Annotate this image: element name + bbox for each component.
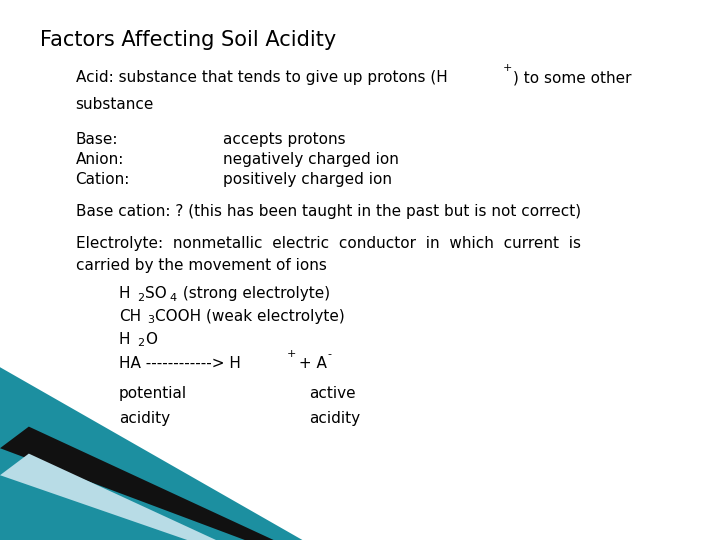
- Text: + A: + A: [294, 356, 328, 372]
- Text: Acid: substance that tends to give up protons (H: Acid: substance that tends to give up pr…: [76, 70, 447, 85]
- Text: 3: 3: [147, 315, 154, 326]
- Text: active: active: [310, 386, 356, 401]
- Text: O: O: [145, 332, 158, 347]
- Text: Electrolyte:  nonmetallic  electric  conductor  in  which  current  is: Electrolyte: nonmetallic electric conduc…: [76, 236, 580, 251]
- Text: acidity: acidity: [119, 411, 170, 427]
- Text: HA ------------> H: HA ------------> H: [119, 356, 240, 372]
- Text: H: H: [119, 286, 130, 301]
- Text: positively charged ion: positively charged ion: [223, 172, 392, 187]
- Text: Base cation: ? (this has been taught in the past but is not correct): Base cation: ? (this has been taught in …: [76, 204, 581, 219]
- Text: carried by the movement of ions: carried by the movement of ions: [76, 258, 326, 273]
- Text: ) to some other: ) to some other: [513, 70, 632, 85]
- Text: acidity: acidity: [310, 411, 361, 427]
- Text: Anion:: Anion:: [76, 152, 124, 167]
- Text: H: H: [119, 332, 130, 347]
- Polygon shape: [0, 427, 274, 540]
- Text: Factors Affecting Soil Acidity: Factors Affecting Soil Acidity: [40, 30, 336, 50]
- Polygon shape: [0, 454, 216, 540]
- Text: accepts protons: accepts protons: [223, 132, 346, 147]
- Text: 2: 2: [138, 293, 145, 303]
- Polygon shape: [0, 367, 302, 540]
- Text: +: +: [287, 349, 296, 360]
- Text: CH: CH: [119, 309, 141, 324]
- Text: COOH (weak electrolyte): COOH (weak electrolyte): [155, 309, 345, 324]
- Text: +: +: [503, 63, 513, 73]
- Text: Base:: Base:: [76, 132, 118, 147]
- Text: Cation:: Cation:: [76, 172, 130, 187]
- Text: 4: 4: [170, 293, 177, 303]
- Text: substance: substance: [76, 97, 154, 112]
- Text: negatively charged ion: negatively charged ion: [223, 152, 399, 167]
- Text: potential: potential: [119, 386, 187, 401]
- Text: SO: SO: [145, 286, 167, 301]
- Text: -: -: [328, 349, 332, 360]
- Text: 2: 2: [138, 338, 145, 348]
- Text: (strong electrolyte): (strong electrolyte): [178, 286, 330, 301]
